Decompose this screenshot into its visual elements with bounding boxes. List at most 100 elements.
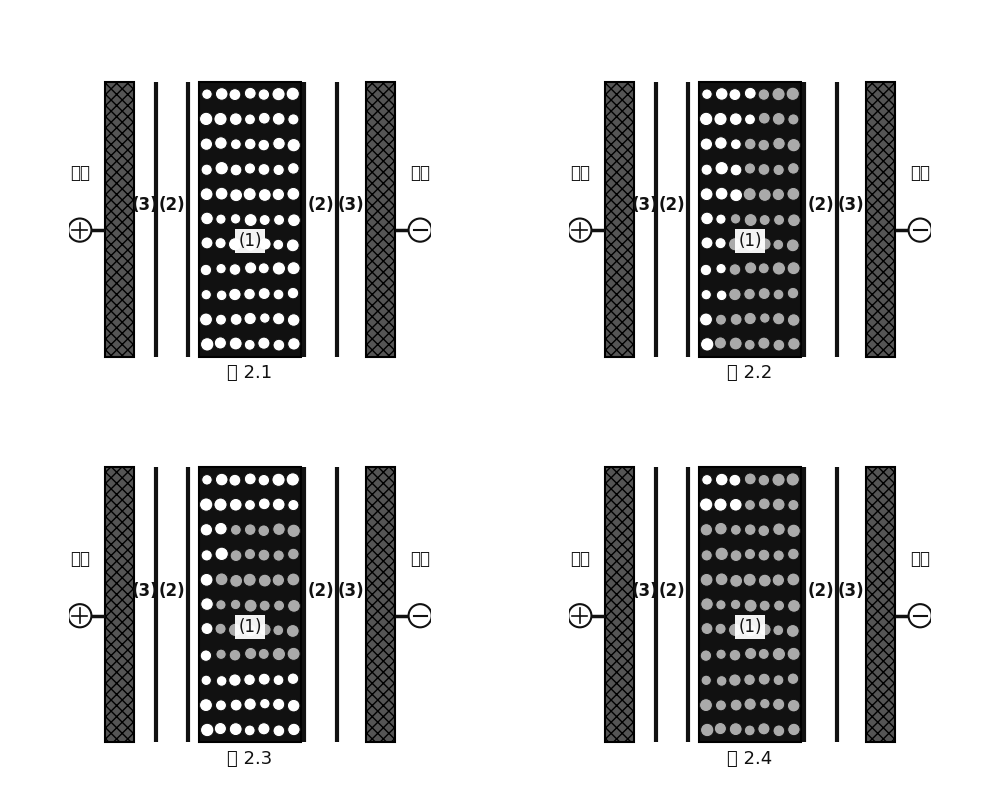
Circle shape: [772, 113, 785, 125]
Circle shape: [272, 648, 286, 660]
Bar: [366, 467, 395, 742]
Circle shape: [715, 187, 728, 200]
Circle shape: [273, 550, 284, 561]
Circle shape: [744, 238, 757, 251]
Circle shape: [288, 214, 300, 227]
Circle shape: [700, 523, 713, 536]
Circle shape: [230, 139, 241, 150]
Circle shape: [715, 547, 728, 560]
Circle shape: [215, 700, 226, 711]
Circle shape: [701, 338, 714, 351]
Text: 图 2.3: 图 2.3: [227, 750, 273, 767]
Circle shape: [230, 189, 243, 201]
Text: 正极: 正极: [70, 550, 90, 568]
Circle shape: [230, 550, 242, 561]
Text: (3): (3): [132, 582, 158, 600]
Circle shape: [787, 314, 800, 327]
Circle shape: [229, 264, 241, 275]
Circle shape: [244, 624, 257, 637]
Circle shape: [701, 237, 713, 249]
Circle shape: [714, 113, 727, 126]
Circle shape: [773, 725, 785, 737]
Circle shape: [758, 475, 770, 486]
Circle shape: [201, 338, 214, 351]
Circle shape: [715, 161, 728, 175]
Circle shape: [287, 700, 300, 712]
Text: 负极: 负极: [910, 550, 930, 568]
Circle shape: [287, 673, 299, 685]
Circle shape: [788, 114, 799, 125]
Circle shape: [229, 288, 241, 301]
Circle shape: [715, 700, 726, 711]
Circle shape: [244, 524, 256, 535]
Circle shape: [201, 164, 212, 176]
Circle shape: [744, 163, 756, 174]
Circle shape: [772, 574, 785, 586]
Circle shape: [909, 604, 932, 627]
Circle shape: [216, 264, 226, 274]
Circle shape: [788, 500, 799, 511]
Circle shape: [272, 574, 285, 586]
Circle shape: [229, 649, 241, 661]
Circle shape: [701, 723, 714, 737]
Text: 图 2.4: 图 2.4: [727, 750, 773, 767]
Circle shape: [288, 114, 299, 125]
Circle shape: [773, 312, 785, 325]
Circle shape: [215, 187, 228, 200]
Circle shape: [787, 648, 800, 660]
Circle shape: [774, 215, 785, 225]
Circle shape: [758, 164, 770, 176]
Text: (3): (3): [338, 196, 365, 214]
Bar: [699, 467, 801, 742]
Circle shape: [200, 574, 213, 586]
Bar: [605, 467, 634, 742]
Circle shape: [730, 164, 742, 176]
Circle shape: [744, 674, 755, 685]
Circle shape: [729, 89, 741, 101]
Circle shape: [701, 550, 712, 561]
Circle shape: [245, 500, 255, 511]
Circle shape: [716, 264, 726, 274]
Circle shape: [716, 214, 726, 224]
Circle shape: [701, 598, 713, 611]
Circle shape: [258, 139, 270, 151]
Circle shape: [787, 287, 799, 299]
Circle shape: [244, 599, 257, 612]
Circle shape: [287, 287, 299, 299]
Circle shape: [258, 722, 270, 735]
Circle shape: [786, 473, 799, 486]
Circle shape: [215, 523, 227, 535]
Circle shape: [260, 698, 270, 709]
Circle shape: [258, 113, 270, 124]
Circle shape: [744, 698, 756, 711]
Circle shape: [229, 498, 242, 511]
Circle shape: [772, 188, 785, 201]
Circle shape: [230, 599, 241, 610]
Circle shape: [716, 676, 727, 686]
Circle shape: [272, 87, 285, 101]
Circle shape: [714, 722, 726, 734]
Circle shape: [700, 113, 713, 126]
Circle shape: [730, 699, 742, 711]
Circle shape: [729, 264, 741, 275]
Bar: [105, 467, 134, 742]
Circle shape: [272, 188, 285, 201]
Circle shape: [772, 87, 785, 101]
Circle shape: [759, 600, 770, 611]
Circle shape: [288, 723, 300, 736]
Circle shape: [273, 164, 284, 176]
Circle shape: [758, 525, 770, 537]
Circle shape: [773, 698, 785, 711]
Circle shape: [715, 137, 727, 150]
Text: (1): (1): [738, 232, 762, 250]
Circle shape: [216, 214, 226, 224]
Circle shape: [201, 550, 212, 561]
Circle shape: [729, 649, 741, 661]
Circle shape: [786, 87, 799, 101]
Circle shape: [788, 338, 800, 350]
Text: (3): (3): [838, 582, 865, 600]
Circle shape: [259, 600, 270, 611]
Circle shape: [288, 338, 300, 350]
Bar: [866, 467, 895, 742]
Circle shape: [258, 648, 269, 660]
